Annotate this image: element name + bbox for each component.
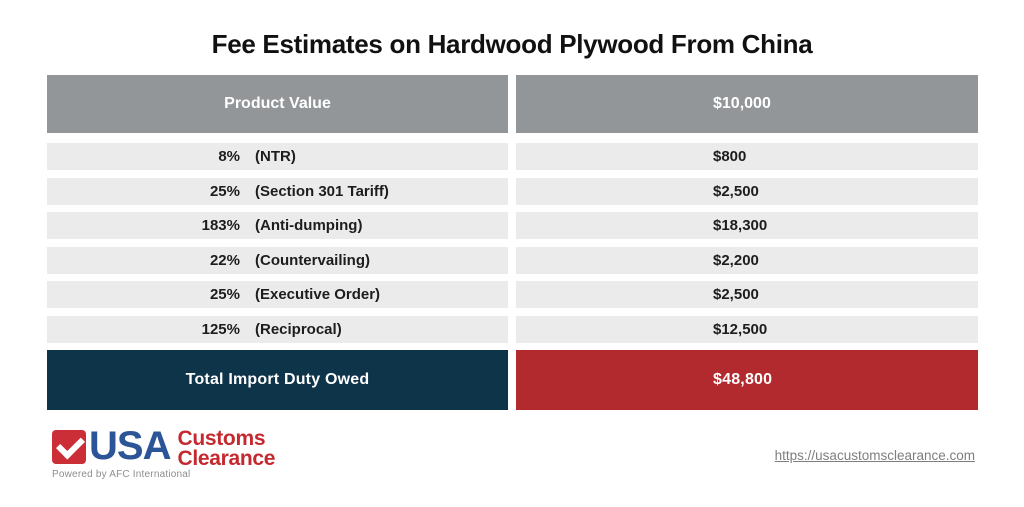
- fee-amount-cell: $12,500: [516, 315, 978, 343]
- fee-rate-cell: 25% (Section 301 Tariff): [47, 177, 508, 205]
- logo-brand-text: Customs Clearance: [177, 427, 276, 470]
- fee-rate-cell: 8% (NTR): [47, 143, 508, 170]
- logo-customs-text: Customs: [177, 427, 266, 450]
- fee-percent: 25%: [209, 182, 240, 200]
- table-row-reciprocal: 125% (Reciprocal) $12,500: [47, 315, 978, 343]
- fee-amount-cell: $2,500: [516, 281, 978, 308]
- website-link[interactable]: https://usacustomsclearance.com: [774, 448, 975, 463]
- fee-percent: 183%: [201, 217, 240, 234]
- fee-label: (Anti-dumping): [255, 217, 363, 234]
- fee-amount-cell: $2,200: [516, 246, 978, 274]
- fee-label: (Executive Order): [255, 286, 381, 303]
- table-row-countervailing: 22% (Countervailing) $2,200: [47, 246, 978, 274]
- fee-percent: 125%: [201, 320, 240, 338]
- fee-rate-cell: 183% (Anti-dumping): [47, 212, 508, 239]
- brand-logo: USA Customs Clearance Powered by AFC Int…: [52, 424, 276, 480]
- fee-rows: 8% (NTR) $800 25% (Section 301 Tariff) $…: [47, 143, 978, 350]
- checkmark-icon: [52, 430, 86, 464]
- fee-label: (Countervailing): [255, 251, 370, 269]
- logo-clearance-text: Clearance: [177, 447, 276, 470]
- fee-rate-cell: 125% (Reciprocal): [47, 315, 508, 343]
- fee-percent: 22%: [209, 251, 240, 269]
- fee-percent: 25%: [209, 286, 240, 303]
- fee-percent: 8%: [218, 148, 240, 165]
- table-row-anti-dumping: 183% (Anti-dumping) $18,300: [47, 212, 978, 239]
- fee-amount-cell: $18,300: [516, 212, 978, 239]
- product-value-header-cell: Product Value: [47, 75, 508, 133]
- product-value-amount-cell: $10,000: [516, 75, 978, 133]
- table-row-ntr: 8% (NTR) $800: [47, 143, 978, 170]
- total-row: Total Import Duty Owed $48,800: [47, 350, 978, 410]
- fee-rate-cell: 22% (Countervailing): [47, 246, 508, 274]
- logo-tagline: Powered by AFC International: [52, 469, 191, 480]
- page-title: Fee Estimates on Hardwood Plywood From C…: [211, 29, 813, 59]
- fee-rate-cell: 25% (Executive Order): [47, 281, 508, 308]
- fee-label: (Reciprocal): [255, 320, 342, 338]
- logo-usa-text: USA: [89, 424, 171, 468]
- table-row-section-301: 25% (Section 301 Tariff) $2,500: [47, 177, 978, 205]
- total-label-cell: Total Import Duty Owed: [47, 350, 508, 410]
- fee-label: (NTR): [255, 148, 296, 165]
- fee-amount-cell: $800: [516, 143, 978, 170]
- table-row-executive-order: 25% (Executive Order) $2,500: [47, 281, 978, 308]
- table-header-row: Product Value $10,000: [47, 75, 978, 133]
- fee-amount-cell: $2,500: [516, 177, 978, 205]
- total-amount-cell: $48,800: [516, 350, 978, 410]
- fee-label: (Section 301 Tariff): [255, 182, 389, 200]
